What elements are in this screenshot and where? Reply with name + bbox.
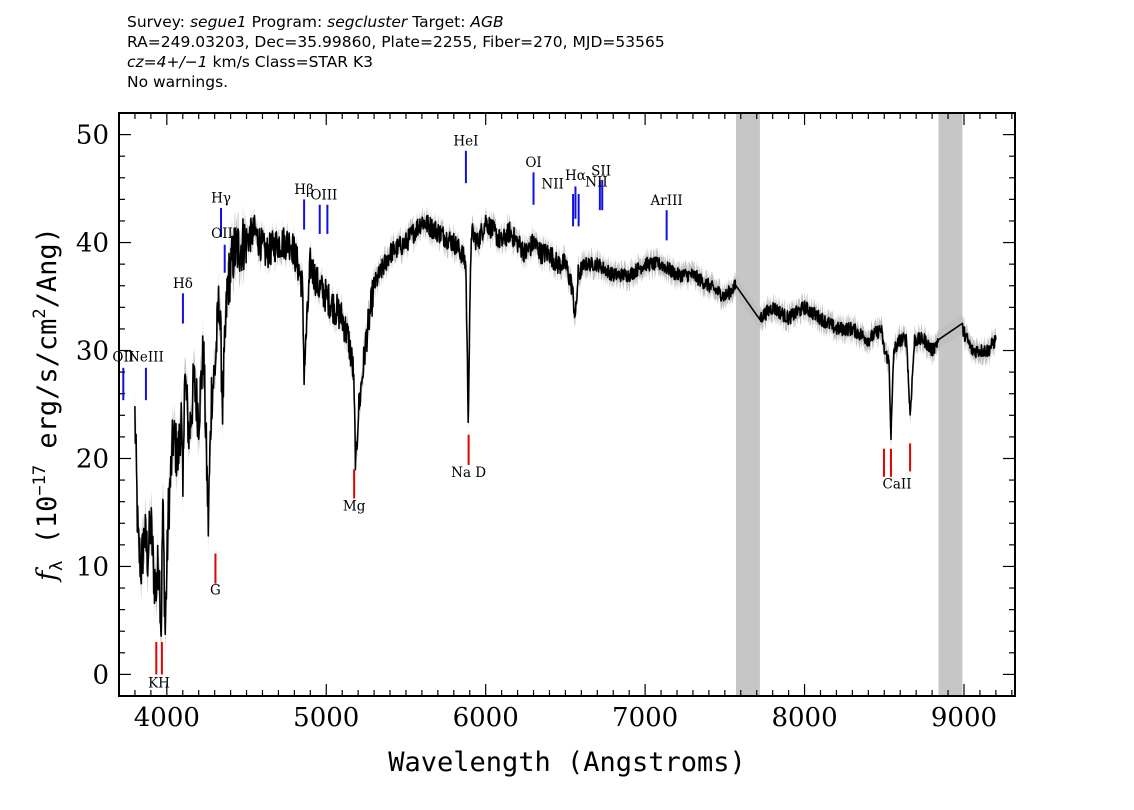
- absorption-label-0: KH: [148, 675, 170, 691]
- program-value: segcluster: [327, 13, 408, 31]
- target-value: AGB: [470, 13, 504, 31]
- masked-regions: [735, 114, 963, 695]
- y-tick-label-2: 20: [76, 444, 109, 474]
- emission-label-0: OII: [112, 349, 134, 365]
- spectrum-series: [134, 214, 997, 637]
- emission-label-13: ArIII: [650, 193, 683, 209]
- program-label: Program:: [251, 13, 323, 31]
- y-tick-label-4: 40: [76, 229, 109, 259]
- absorption-label-2: Mg: [343, 498, 366, 514]
- emission-label-8: OI: [525, 155, 541, 171]
- y-title-mid: erg/s/cm: [32, 319, 63, 465]
- emission-label-9: NII: [541, 177, 563, 193]
- y-tick-label-5: 50: [76, 121, 109, 151]
- emission-label-6: OIII: [310, 187, 337, 203]
- emission-label-12: NII: [585, 174, 607, 190]
- y-axis-ticks: 0 10 20 30 40 50: [76, 112, 1015, 697]
- survey-label: Survey:: [127, 13, 186, 31]
- y-tick-label-3: 30: [76, 337, 109, 367]
- emission-label-4: OIII: [211, 226, 238, 242]
- x-axis-ticks: 4000 5000 6000 7000 8000 9000: [134, 113, 1013, 733]
- absorption-lines: KH G Mg Na D CaII: [148, 434, 912, 691]
- emission-label-1: NeIII: [128, 349, 164, 365]
- header-coordinates-line: RA=249.03203, Dec=35.99860, Plate=2255, …: [127, 33, 665, 51]
- absorption-label-4: CaII: [882, 477, 911, 493]
- y-title-sub: λ: [47, 561, 67, 571]
- masked-region-1: [938, 114, 963, 695]
- spectrum-header: Survey: segue1 Program: segcluster Targe…: [127, 12, 665, 92]
- absorption-label-3: Na D: [451, 465, 486, 481]
- masked-region-0: [735, 114, 760, 695]
- emission-label-7: HeI: [453, 133, 478, 149]
- x-tick-label-5: 9000: [931, 703, 997, 733]
- survey-value: segue1: [189, 13, 247, 31]
- y-tick-label-0: 0: [92, 660, 109, 690]
- emission-label-11: SII: [591, 164, 611, 180]
- redshift-value: cz=4+/−1: [127, 53, 208, 71]
- emission-label-5: Hβ: [294, 182, 314, 198]
- y-title-exp2: 2: [30, 308, 50, 318]
- x-tick-label-1: 5000: [293, 703, 359, 733]
- y-title-end: /Ang): [32, 227, 63, 308]
- header-warnings-line: No warnings.: [127, 73, 229, 91]
- emission-label-10: Hα: [565, 168, 586, 184]
- spectrum-line: [134, 214, 997, 637]
- absorption-label-1: G: [210, 583, 221, 599]
- x-tick-label-0: 4000: [134, 703, 200, 733]
- emission-label-2: Hδ: [173, 276, 193, 292]
- y-title-open: (10: [32, 496, 63, 561]
- header-survey-line: Survey: segue1 Program: segcluster Targe…: [127, 12, 665, 32]
- x-axis-title: Wavelength (Angstroms): [388, 747, 746, 778]
- x-tick-label-2: 6000: [453, 703, 519, 733]
- plot-frame: [118, 112, 1016, 697]
- y-axis-title: fλ (10−17 erg/s/cm2/Ang): [30, 227, 67, 583]
- header-class-line: cz=4+/−1 km/s Class=STAR K3: [127, 52, 665, 72]
- y-tick-label-1: 10: [76, 552, 109, 582]
- y-title-exp1: −17: [30, 465, 50, 496]
- x-tick-label-4: 8000: [771, 703, 837, 733]
- class-value: km/s Class=STAR K3: [207, 53, 374, 71]
- x-tick-label-3: 7000: [612, 703, 678, 733]
- emission-label-3: Hγ: [211, 191, 231, 207]
- target-label: Target:: [412, 13, 466, 31]
